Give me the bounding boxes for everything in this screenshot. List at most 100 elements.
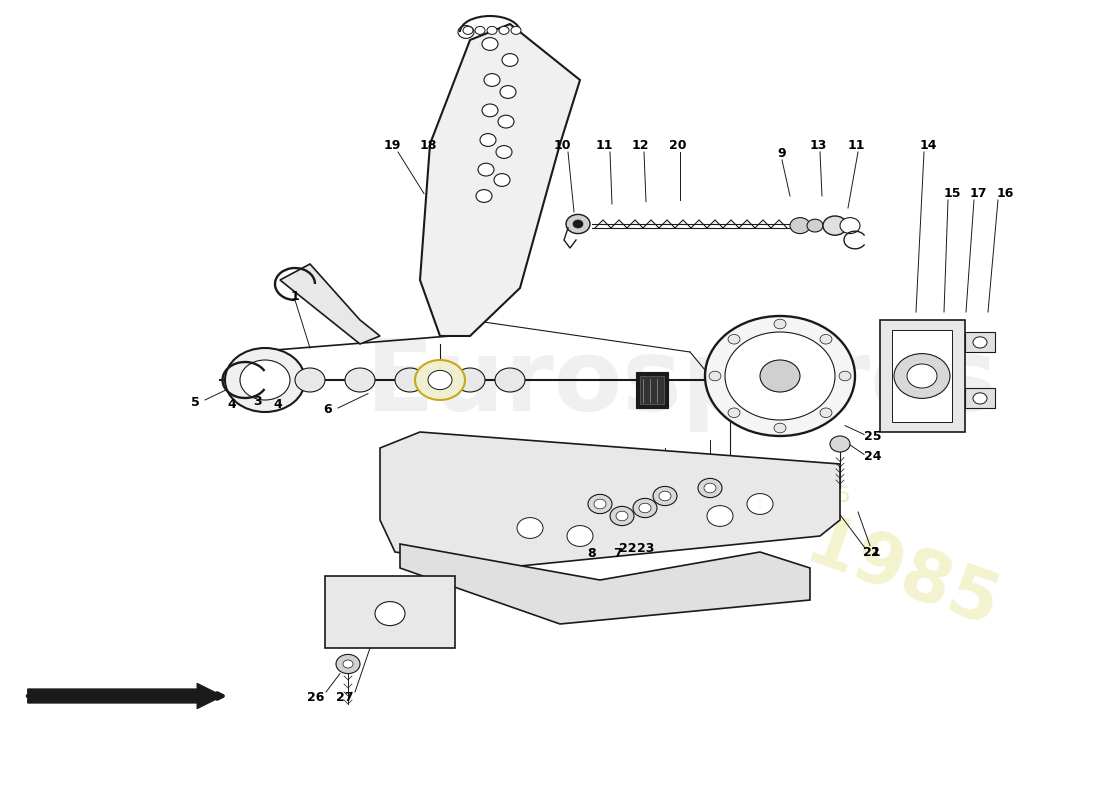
Circle shape <box>594 499 606 509</box>
Text: 7: 7 <box>614 547 623 560</box>
Text: 23: 23 <box>637 542 654 554</box>
FancyBboxPatch shape <box>640 376 664 404</box>
FancyArrowPatch shape <box>28 683 222 709</box>
Text: 24: 24 <box>865 450 882 462</box>
Circle shape <box>698 478 722 498</box>
Text: 8: 8 <box>587 547 596 560</box>
Circle shape <box>774 319 786 329</box>
Circle shape <box>428 370 452 390</box>
Circle shape <box>499 26 509 34</box>
FancyBboxPatch shape <box>892 330 952 422</box>
Text: 15: 15 <box>944 187 960 200</box>
Text: 18: 18 <box>419 139 437 152</box>
Circle shape <box>517 518 543 538</box>
Circle shape <box>500 86 516 98</box>
Text: 3: 3 <box>254 395 262 408</box>
Circle shape <box>482 104 498 117</box>
Text: 10: 10 <box>553 139 571 152</box>
Circle shape <box>840 218 860 234</box>
Circle shape <box>820 334 832 344</box>
Circle shape <box>495 368 525 392</box>
Text: 1985: 1985 <box>795 509 1009 643</box>
Circle shape <box>974 337 987 348</box>
Circle shape <box>710 371 720 381</box>
Circle shape <box>705 316 855 436</box>
Text: 1: 1 <box>290 290 299 302</box>
Circle shape <box>807 219 823 232</box>
Circle shape <box>632 498 657 518</box>
Text: 16: 16 <box>997 187 1014 200</box>
Circle shape <box>512 26 521 34</box>
Circle shape <box>336 654 360 674</box>
Text: 27: 27 <box>337 691 354 704</box>
Text: 4: 4 <box>274 398 283 410</box>
Circle shape <box>573 220 583 228</box>
Circle shape <box>823 216 847 235</box>
Bar <box>324 576 455 648</box>
Text: 9: 9 <box>778 147 786 160</box>
Circle shape <box>226 348 305 412</box>
Circle shape <box>908 364 937 388</box>
Circle shape <box>494 174 510 186</box>
Text: Eurospares: Eurospares <box>365 335 999 433</box>
Bar <box>965 388 996 408</box>
Polygon shape <box>420 24 580 336</box>
Circle shape <box>496 146 512 158</box>
Text: 13: 13 <box>810 139 827 152</box>
Circle shape <box>774 423 786 433</box>
Circle shape <box>820 408 832 418</box>
Circle shape <box>790 218 810 234</box>
Text: 12: 12 <box>631 139 649 152</box>
Circle shape <box>480 134 496 146</box>
Circle shape <box>659 491 671 501</box>
Circle shape <box>653 486 676 506</box>
Text: 4: 4 <box>228 398 236 410</box>
Polygon shape <box>280 264 380 344</box>
Text: 25: 25 <box>865 430 882 442</box>
Circle shape <box>463 26 473 34</box>
Circle shape <box>343 660 353 668</box>
Text: a passion for parts since 1985: a passion for parts since 1985 <box>514 486 850 506</box>
Circle shape <box>830 436 850 452</box>
Circle shape <box>345 368 375 392</box>
Circle shape <box>458 26 474 38</box>
Circle shape <box>566 526 593 546</box>
Text: 11: 11 <box>847 139 865 152</box>
Circle shape <box>482 38 498 50</box>
Text: 22: 22 <box>619 542 637 554</box>
FancyBboxPatch shape <box>636 372 668 408</box>
FancyBboxPatch shape <box>880 320 965 432</box>
Circle shape <box>240 360 290 400</box>
Circle shape <box>395 368 425 392</box>
Circle shape <box>839 371 851 381</box>
Circle shape <box>498 115 514 128</box>
Text: 26: 26 <box>307 691 324 704</box>
Circle shape <box>566 214 590 234</box>
Circle shape <box>375 602 405 626</box>
Text: 6: 6 <box>323 403 332 416</box>
Circle shape <box>484 74 500 86</box>
Text: 17: 17 <box>969 187 987 200</box>
Polygon shape <box>379 432 840 568</box>
Text: 21: 21 <box>864 546 881 558</box>
Text: 5: 5 <box>190 396 199 409</box>
Circle shape <box>475 26 485 34</box>
Polygon shape <box>400 544 810 624</box>
Circle shape <box>707 506 733 526</box>
Circle shape <box>728 334 740 344</box>
Circle shape <box>487 26 497 34</box>
Circle shape <box>616 511 628 521</box>
Text: 11: 11 <box>595 139 613 152</box>
Circle shape <box>760 360 800 392</box>
Circle shape <box>725 332 835 420</box>
Circle shape <box>728 408 740 418</box>
Circle shape <box>502 54 518 66</box>
Text: 19: 19 <box>383 139 400 152</box>
Circle shape <box>974 393 987 404</box>
Text: 2: 2 <box>870 546 879 558</box>
Circle shape <box>704 483 716 493</box>
Circle shape <box>415 360 465 400</box>
Circle shape <box>639 503 651 513</box>
Circle shape <box>476 190 492 202</box>
Circle shape <box>295 368 324 392</box>
